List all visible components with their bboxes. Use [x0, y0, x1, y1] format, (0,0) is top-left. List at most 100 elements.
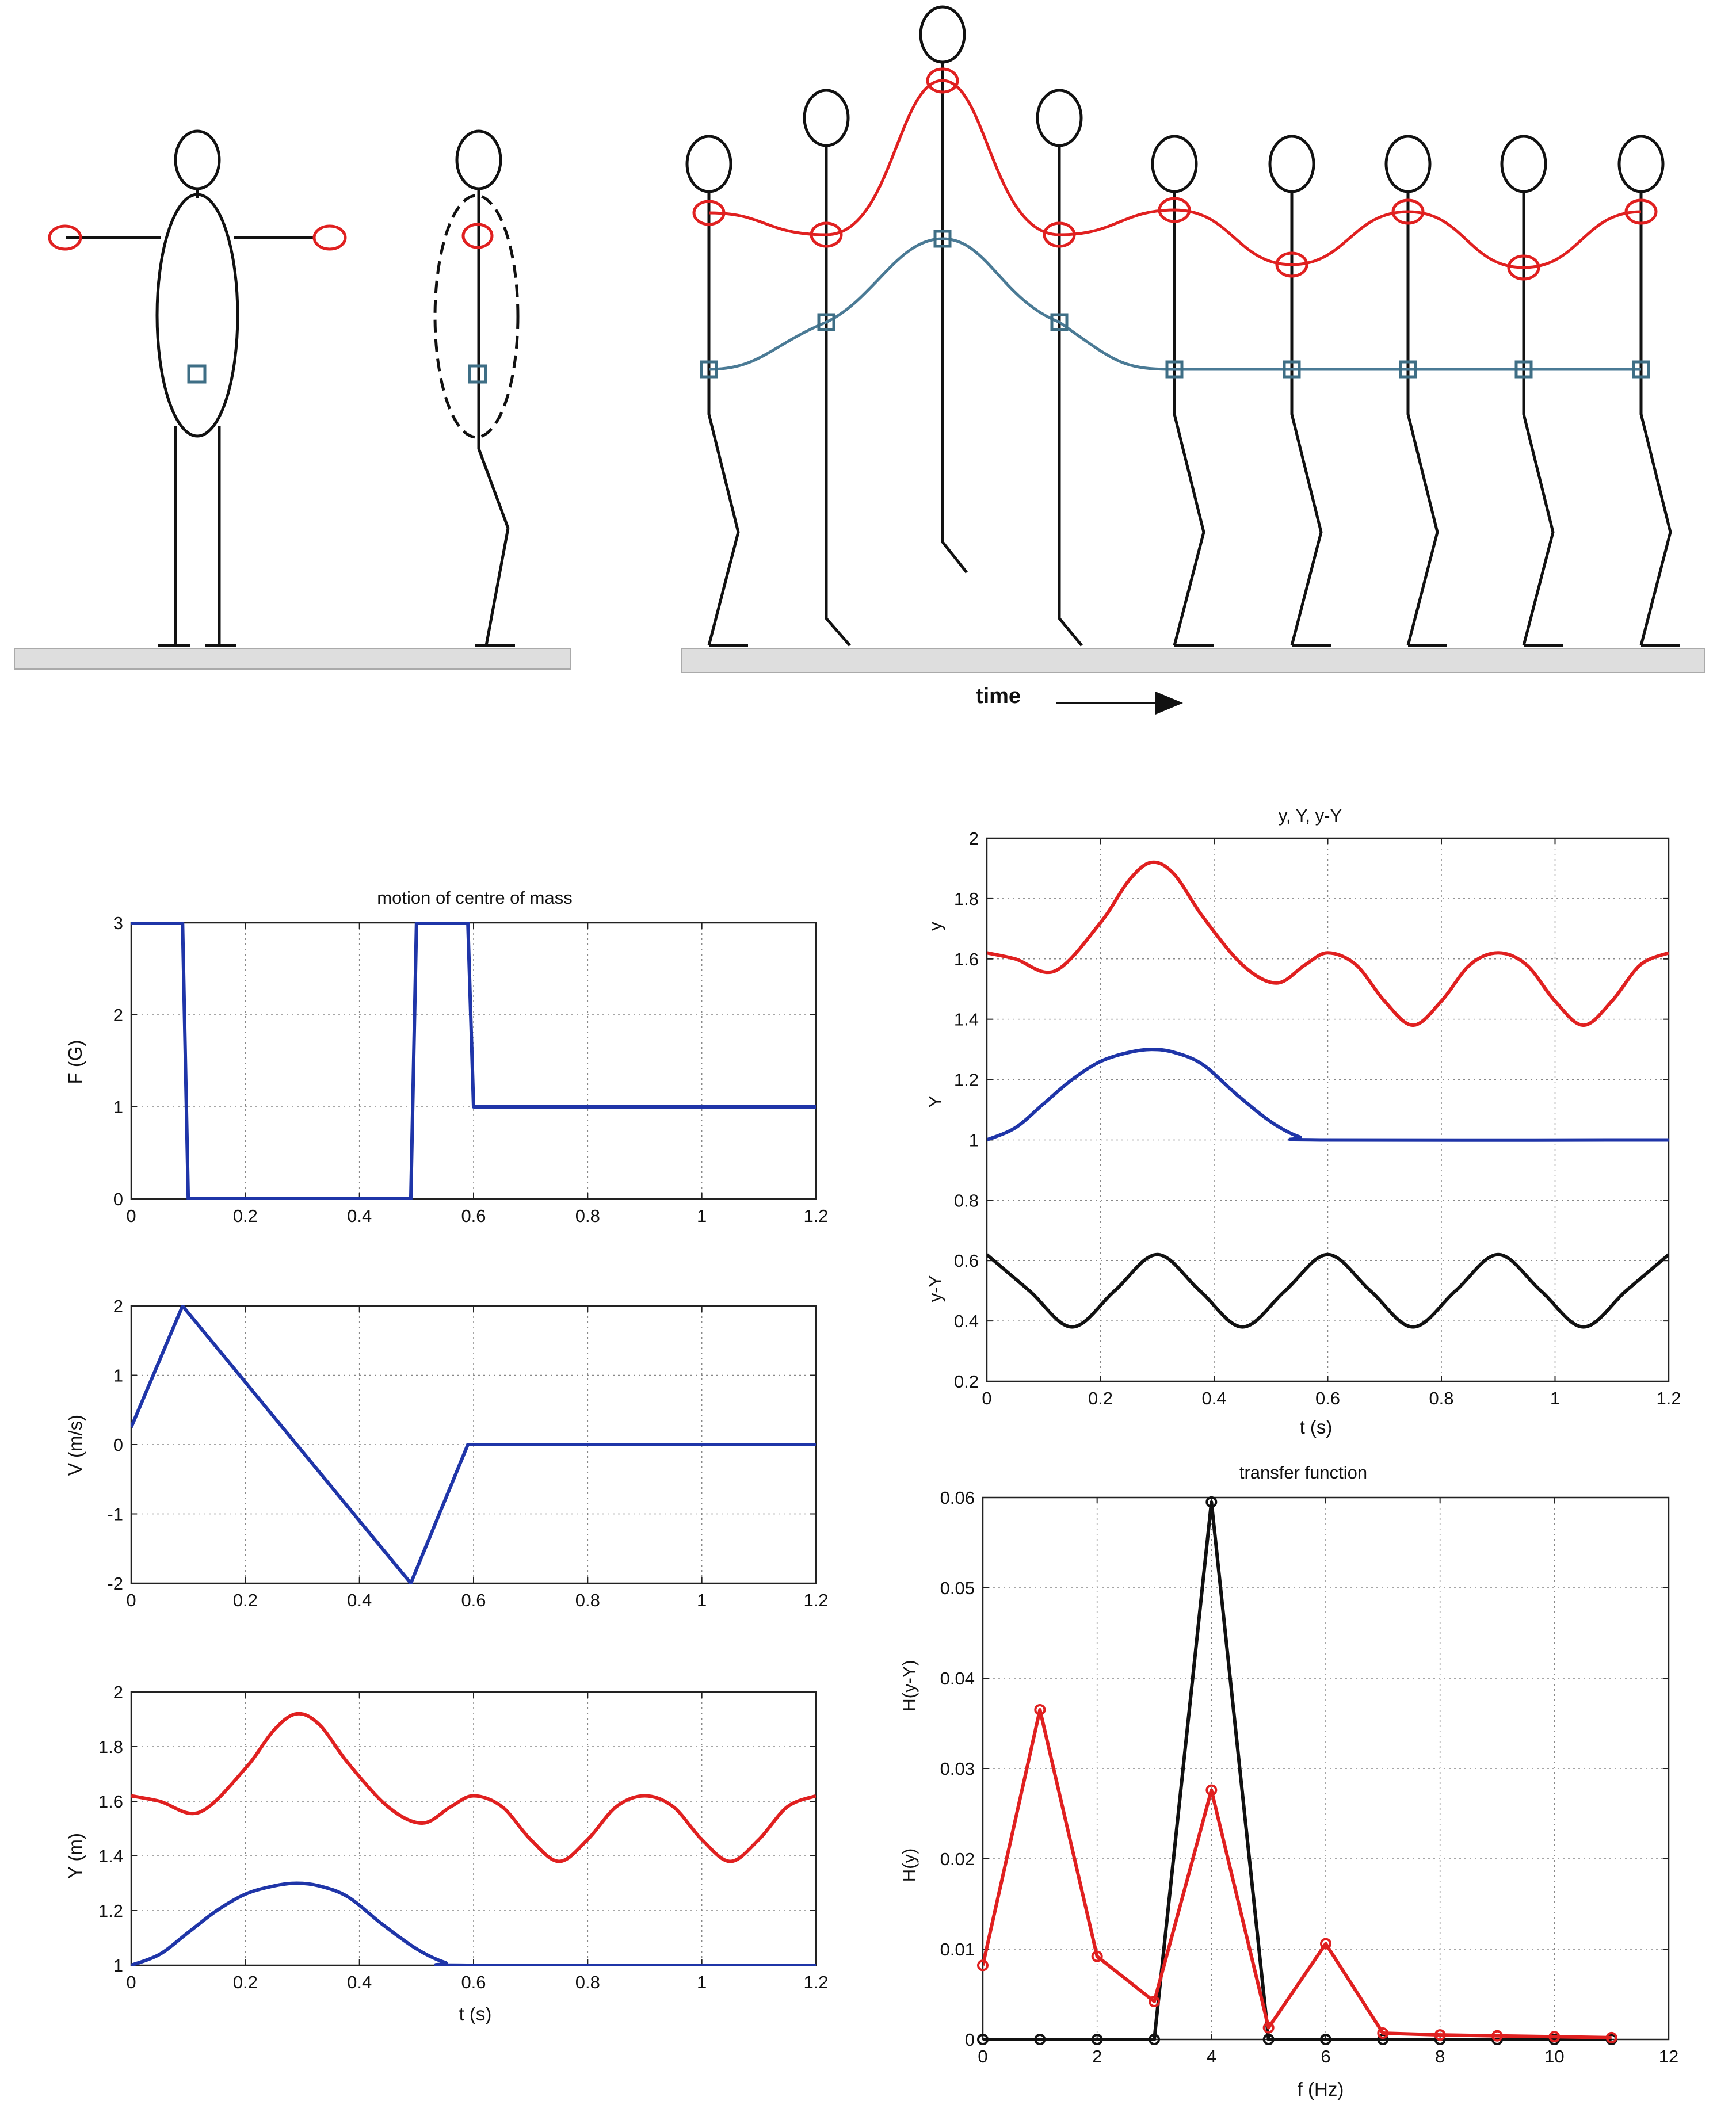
figure-body — [1406, 192, 1439, 646]
y-tick-label: -2 — [107, 1573, 123, 1594]
figure-head — [1151, 135, 1198, 193]
data-point-marker — [1149, 1996, 1160, 2008]
y-tick-label: 0.4 — [954, 1311, 979, 1331]
plot-area — [986, 837, 1670, 1382]
hand-marker — [1391, 198, 1425, 225]
x-tick-label: 0.4 — [1201, 1388, 1226, 1408]
y-tick-label: 1.2 — [98, 1901, 123, 1921]
transfer-chart-title: transfer function — [1239, 1462, 1367, 1483]
figure-body — [825, 146, 851, 647]
chart-velocity: V (m/s) 0 0.2 0.4 0.6 0.8 1 1.2 -2 -1 0 1 2 — [64, 1296, 829, 1610]
x-tick-label: 0.8 — [575, 1590, 600, 1610]
yYyY-label-yY: y-Y — [925, 1275, 945, 1302]
figure-head — [685, 135, 732, 193]
hand-marker — [1624, 198, 1658, 225]
transfer-label-Hy: H(y) — [899, 1848, 919, 1882]
data-point-marker — [1205, 1784, 1218, 1796]
front-view-figure — [66, 129, 314, 647]
y-tick-label: 1 — [969, 1130, 979, 1150]
figure-head — [1384, 135, 1432, 193]
data-point-marker — [977, 2034, 989, 2045]
x-tick-label: 6 — [1321, 2046, 1330, 2066]
figure-body — [941, 62, 968, 574]
com-marker — [700, 360, 718, 379]
force-plot: 0 0.2 0.4 0.6 0.8 1 1.2 0 1 2 3 — [113, 913, 829, 1226]
data-point-marker — [1434, 2029, 1446, 2041]
com-marker — [1165, 360, 1184, 379]
y-tick-label: 1 — [113, 1366, 123, 1386]
x-tick-label: 0 — [126, 1590, 136, 1610]
data-point-marker — [1034, 1703, 1046, 1716]
com-marker — [1514, 360, 1533, 379]
y-tick-label: 1.2 — [954, 1070, 979, 1090]
y-tick-label: -1 — [107, 1504, 123, 1525]
x-tick-label: 0.6 — [1315, 1388, 1340, 1408]
sequence-figure-5 — [1151, 135, 1214, 647]
y-tick-label: 2 — [113, 1682, 123, 1702]
figure-head — [1036, 89, 1083, 147]
x-tick-label: 0 — [126, 1972, 136, 1992]
x-tick-label: 1.2 — [803, 1590, 828, 1610]
y-tick-label: 0.05 — [940, 1578, 975, 1598]
data-point-marker — [1034, 2034, 1046, 2045]
x-tick-label: 0.2 — [233, 1972, 258, 1992]
time-label: time — [976, 684, 1021, 708]
transfer-plot: 0 2 4 6 8 10 12 0 0.01 0.02 0.03 0.04 0.05 0.06 — [940, 1488, 1679, 2066]
x-tick-label: 0.4 — [347, 1972, 372, 1992]
x-tick-label: 1.2 — [803, 1206, 828, 1226]
com-marker — [817, 313, 835, 331]
y-tick-label: 0.02 — [940, 1849, 975, 1869]
hand-marker — [810, 221, 843, 248]
x-tick-label: 0.6 — [461, 1590, 486, 1610]
y-tick-label: 1 — [113, 1097, 123, 1117]
x-tick-label: 4 — [1207, 2046, 1216, 2066]
left-hand-marker — [48, 224, 82, 251]
series-line-0 — [131, 1712, 816, 1863]
data-point-marker — [1262, 2022, 1275, 2034]
x-tick-label: 0.8 — [575, 1206, 600, 1226]
sequence-figure-4 — [1036, 89, 1083, 647]
y-tick-label: 0.2 — [954, 1372, 979, 1392]
sequence-markers — [692, 67, 1658, 379]
stick-figure-illustration — [14, 129, 571, 670]
sequence-figures — [685, 5, 1680, 647]
x-tick-label: 0.8 — [575, 1972, 600, 1992]
yYyY-plot: 0 0.2 0.4 0.6 0.8 1 1.20.20.40.60.811.21.41.61… — [954, 828, 1681, 1408]
data-point-marker — [1149, 2034, 1160, 2045]
hand-marker — [1043, 221, 1076, 248]
yYyY-label-Y: Y — [925, 1096, 945, 1108]
x-tick-label: 1 — [697, 1206, 707, 1226]
x-tick-label: 1 — [697, 1972, 707, 1992]
x-tick-label: 10 — [1544, 2046, 1564, 2066]
com-marker — [1632, 360, 1650, 379]
data-point-marker — [977, 1959, 989, 1972]
figure-head — [803, 89, 850, 147]
series-line-0 — [131, 1305, 816, 1584]
y-tick-label: 1 — [113, 1955, 123, 1976]
com-marker — [1283, 360, 1301, 379]
com-trajectory — [708, 237, 1641, 371]
series-line-0 — [983, 1500, 1612, 2041]
y-tick-label: 0 — [113, 1189, 123, 1209]
series-line-1 — [987, 1048, 1669, 1142]
x-tick-label: 0.8 — [1429, 1388, 1453, 1408]
com-marker-side — [468, 364, 487, 384]
y-tick-label: 0.04 — [940, 1668, 975, 1689]
com-marker — [1050, 313, 1069, 331]
series-line-0 — [987, 860, 1669, 1027]
figure-body — [707, 192, 740, 646]
y-tick-label: 1.6 — [954, 949, 979, 969]
floor-right — [681, 648, 1705, 673]
y-tick-label: 1.4 — [954, 1010, 979, 1030]
x-tick-label: 0.4 — [347, 1206, 372, 1226]
transfer-label-HyY: H(y-Y) — [899, 1660, 919, 1712]
plot-area — [130, 1691, 817, 1966]
x-tick-label: 0 — [126, 1206, 136, 1226]
x-tick-label: 0 — [982, 1388, 991, 1408]
hand-marker — [692, 200, 726, 226]
y-tick-label: 0.03 — [940, 1759, 975, 1779]
x-tick-label: 8 — [1435, 2046, 1445, 2066]
sequence-figure-3 — [919, 5, 968, 574]
hand-marker — [1158, 197, 1191, 223]
